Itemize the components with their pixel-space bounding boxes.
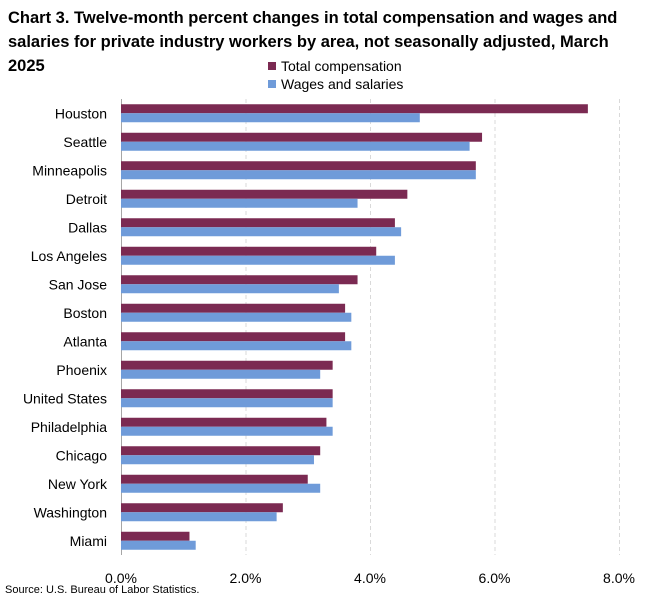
bar-wages-and-salaries — [121, 369, 321, 379]
bar-wages-and-salaries — [121, 113, 420, 123]
x-tick-labels: 0.0% 2.0% 4.0% 6.0% 8.0% — [105, 570, 635, 586]
bar-wages-and-salaries — [121, 170, 476, 180]
category-label: Miami — [70, 533, 107, 549]
bar-wages-and-salaries — [121, 198, 358, 208]
legend-label-total-compensation: Total compensation — [281, 58, 402, 74]
bar-wages-and-salaries — [121, 540, 196, 550]
bar-total-compensation — [121, 531, 190, 541]
category-label: Seattle — [63, 134, 107, 150]
category-label: Philadelphia — [31, 419, 107, 435]
bar-total-compensation — [121, 360, 333, 370]
source-note: Source: U.S. Bureau of Labor Statistics. — [5, 584, 200, 596]
bar-total-compensation — [121, 246, 377, 256]
category-label: Chicago — [56, 447, 108, 463]
bar-total-compensation — [121, 389, 333, 399]
bar-wages-and-salaries — [121, 141, 470, 151]
bars — [121, 104, 588, 550]
category-label: Boston — [63, 305, 107, 321]
bar-wages-and-salaries — [121, 227, 402, 237]
bar-wages-and-salaries — [121, 455, 314, 465]
bar-total-compensation — [121, 218, 395, 228]
x-tick-label: 6.0% — [479, 570, 511, 586]
bar-total-compensation — [121, 474, 308, 484]
bar-total-compensation — [121, 417, 327, 427]
bar-total-compensation — [121, 189, 408, 199]
bar-total-compensation — [121, 446, 321, 456]
bar-wages-and-salaries — [121, 312, 352, 322]
category-label: Houston — [55, 105, 107, 121]
legend-label-wages-and-salaries: Wages and salaries — [281, 76, 403, 92]
bar-total-compensation — [121, 503, 283, 513]
category-label: Minneapolis — [32, 162, 107, 178]
bar-wages-and-salaries — [121, 398, 333, 408]
category-labels: Houston Seattle Minneapolis Detroit Dallas Lo… — [23, 105, 108, 549]
category-label: Los Angeles — [31, 248, 107, 264]
category-label: Washington — [34, 504, 107, 520]
x-tick-label: 4.0% — [354, 570, 386, 586]
bar-wages-and-salaries — [121, 255, 395, 265]
x-tick-label: 2.0% — [230, 570, 262, 586]
category-label: United States — [23, 390, 107, 406]
category-label: San Jose — [49, 276, 108, 292]
bar-total-compensation — [121, 303, 346, 313]
bar-wages-and-salaries — [121, 341, 352, 351]
legend-swatch-total-compensation — [268, 62, 276, 70]
bar-total-compensation — [121, 104, 588, 114]
chart-title: Chart 3. Twelve-month percent changes in… — [8, 9, 618, 75]
legend-swatch-wages-and-salaries — [268, 80, 276, 88]
bar-wages-and-salaries — [121, 284, 339, 294]
category-label: Dallas — [68, 219, 107, 235]
bar-wages-and-salaries — [121, 512, 277, 522]
legend: Total compensation Wages and salaries — [268, 58, 403, 92]
category-label: Phoenix — [56, 362, 107, 378]
bar-wages-and-salaries — [121, 483, 321, 493]
bar-wages-and-salaries — [121, 426, 333, 436]
category-label: New York — [48, 476, 108, 492]
bar-total-compensation — [121, 332, 346, 342]
bar-total-compensation — [121, 275, 358, 285]
category-label: Atlanta — [63, 333, 107, 349]
category-label: Detroit — [66, 191, 107, 207]
bar-total-compensation — [121, 132, 483, 142]
x-tick-label: 8.0% — [603, 570, 635, 586]
bar-total-compensation — [121, 161, 476, 171]
x-tick-label: 0.0% — [105, 570, 137, 586]
